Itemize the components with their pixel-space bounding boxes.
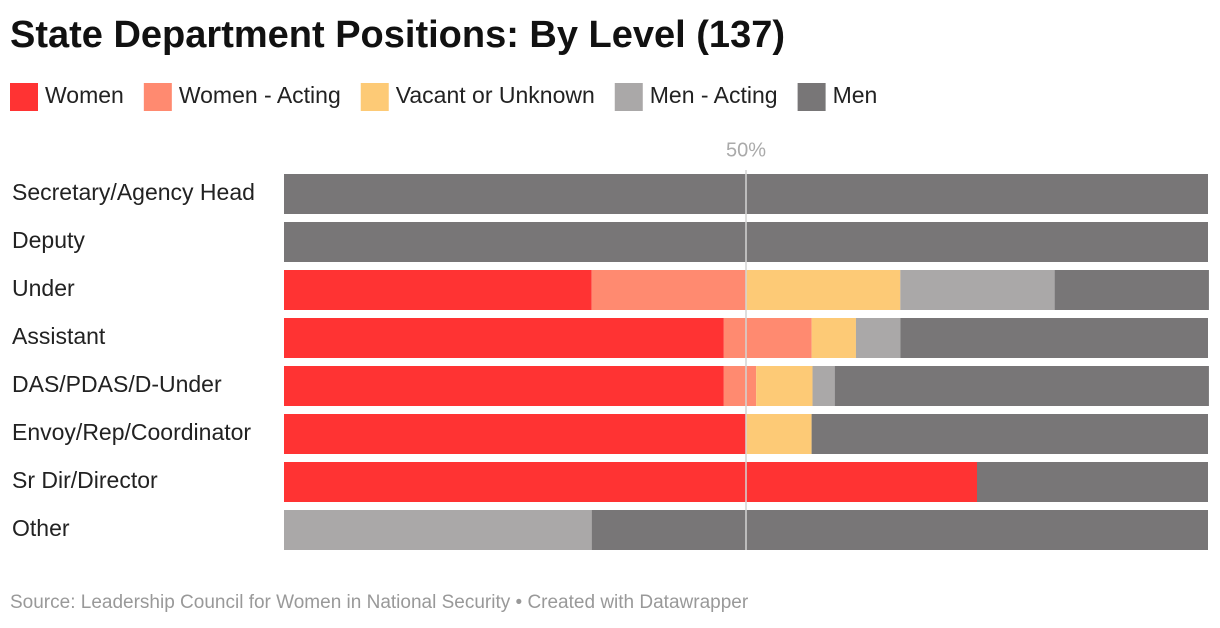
legend-swatch bbox=[614, 83, 643, 111]
bar-segment bbox=[723, 366, 757, 406]
y-tick-label: Other bbox=[12, 515, 70, 541]
bar-segment bbox=[284, 414, 746, 454]
bar-segment bbox=[591, 270, 746, 310]
bar-segment bbox=[284, 270, 592, 310]
source-note: Source: Leadership Council for Women in … bbox=[10, 592, 749, 613]
legend-swatch bbox=[360, 83, 389, 111]
bar-segment bbox=[855, 318, 901, 358]
bar-segment bbox=[900, 318, 1208, 358]
legend-label: Vacant or Unknown bbox=[396, 82, 595, 108]
chart-title: State Department Positions: By Level (13… bbox=[10, 14, 785, 56]
bar-segment bbox=[811, 318, 856, 358]
legend-label: Men - Acting bbox=[650, 82, 778, 108]
bar-segment bbox=[284, 366, 724, 406]
x-tick-label: 50% bbox=[726, 139, 766, 161]
bar-segment bbox=[284, 462, 977, 502]
bar-segment bbox=[746, 270, 901, 310]
y-tick-label: Sr Dir/Director bbox=[12, 467, 158, 493]
y-tick-label: Under bbox=[12, 275, 75, 301]
y-tick-label: Assistant bbox=[12, 323, 106, 349]
bar-segment bbox=[834, 366, 1209, 406]
y-tick-label: DAS/PDAS/D-Under bbox=[12, 371, 222, 397]
bar-segment bbox=[1054, 270, 1209, 310]
bar-segment bbox=[591, 510, 1208, 550]
bar-segment bbox=[723, 318, 812, 358]
legend-label: Men bbox=[833, 82, 878, 108]
legend-label: Women - Acting bbox=[179, 82, 341, 108]
bar-segment bbox=[756, 366, 813, 406]
y-tick-label: Deputy bbox=[12, 227, 85, 253]
bar-segment bbox=[284, 510, 592, 550]
legend-label: Women bbox=[45, 82, 124, 108]
legend-swatch bbox=[143, 83, 172, 111]
y-tick-label: Envoy/Rep/Coordinator bbox=[12, 419, 251, 445]
y-tick-label: Secretary/Agency Head bbox=[12, 179, 255, 205]
bar-segment bbox=[811, 414, 1208, 454]
bar-segment bbox=[746, 414, 812, 454]
bar-segment bbox=[284, 318, 724, 358]
legend-swatch bbox=[10, 83, 38, 111]
legend-swatch bbox=[797, 83, 826, 111]
bar-segment bbox=[900, 270, 1055, 310]
bar-segment bbox=[812, 366, 835, 406]
bar-segment bbox=[977, 462, 1208, 502]
